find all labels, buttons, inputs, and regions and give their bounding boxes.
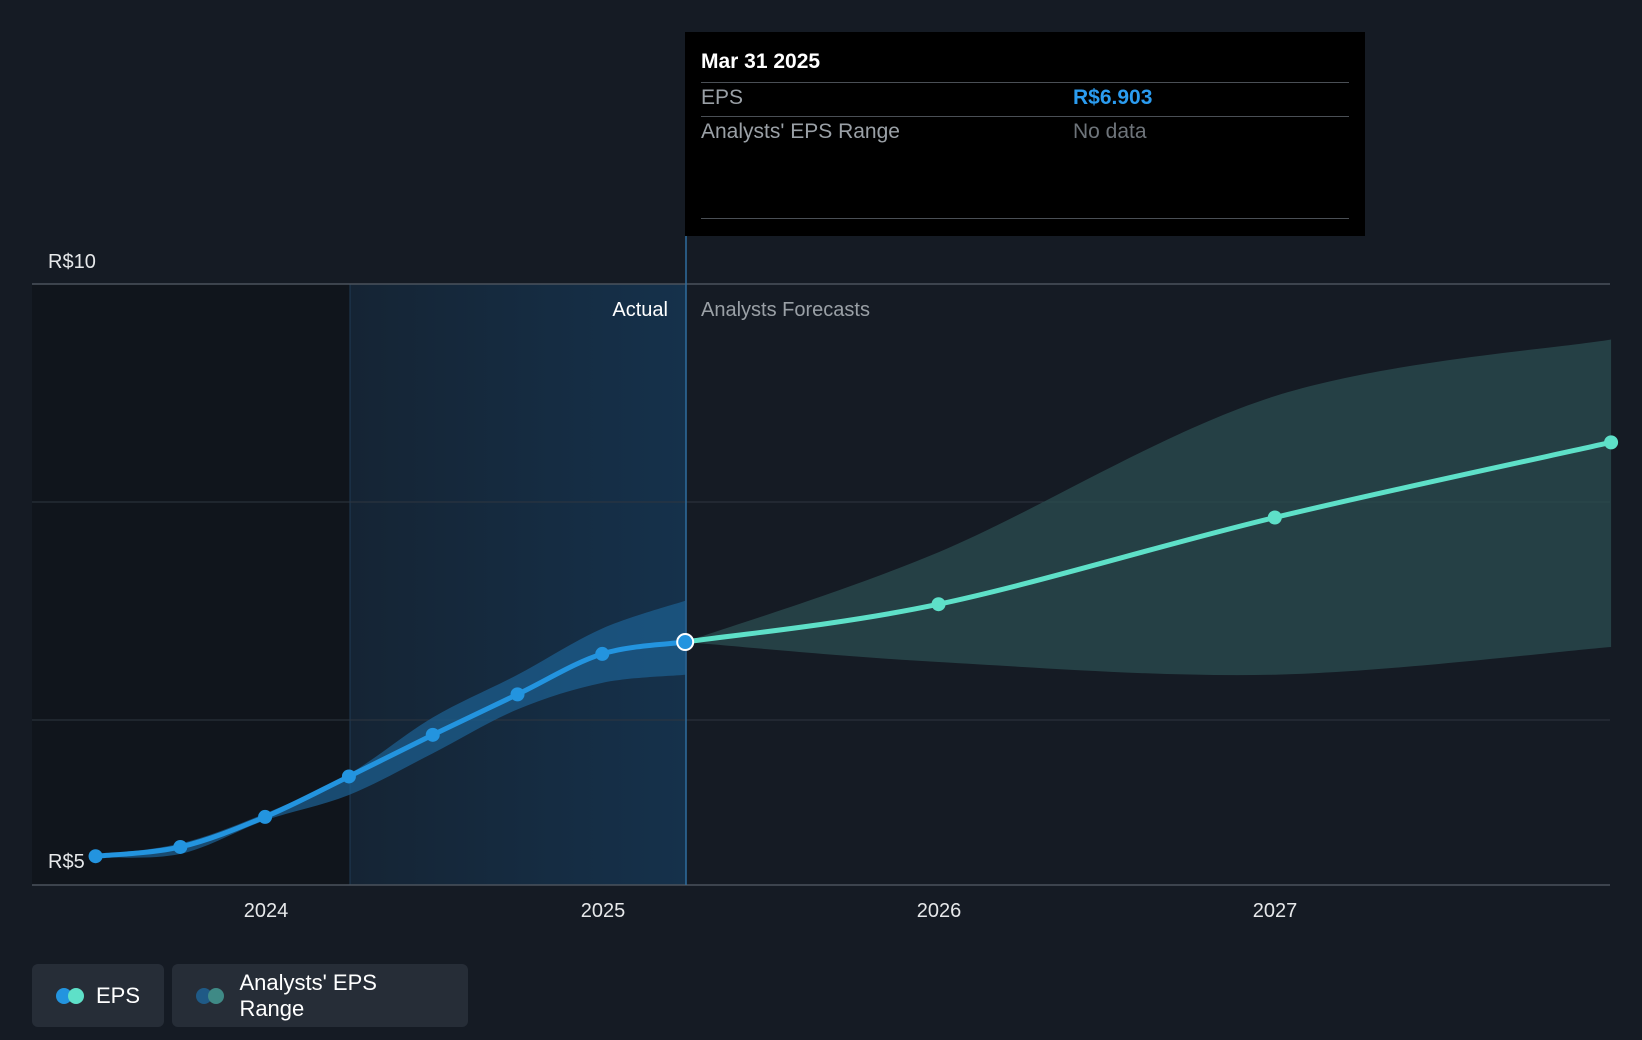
x-tick-label-2026: 2026 [917, 900, 962, 922]
eps-legend-icon [56, 987, 84, 1004]
eps-data-point[interactable] [173, 839, 188, 854]
tooltip-eps-value: R$6.903 [1073, 86, 1153, 109]
tooltip-divider [701, 218, 1349, 219]
hover-tooltip: Mar 31 2025 EPS R$6.903 Analysts' EPS Ra… [685, 32, 1365, 236]
tooltip-range-value: No data [1073, 120, 1147, 143]
forecast-region-label: Analysts Forecasts [701, 299, 870, 321]
x-tick-label-2027: 2027 [1253, 900, 1298, 922]
legend-label-eps-range: Analysts' EPS Range [239, 969, 377, 1021]
eps-dot-forecast [68, 987, 84, 1004]
eps-point-selected[interactable] [676, 633, 695, 652]
eps-data-point[interactable] [1267, 510, 1282, 525]
eps-range-legend-icon [196, 987, 225, 1004]
eps-data-point[interactable] [510, 687, 525, 702]
tooltip-eps-label: EPS [701, 86, 744, 109]
y-tick-label-top: R$10 [48, 251, 96, 273]
eps-line-actual [93, 639, 688, 859]
actual-region-highlight [350, 284, 686, 885]
legend-item-eps[interactable]: EPS [32, 964, 164, 1027]
eps-range-band-actual [95, 600, 686, 858]
eps-line-forecast [682, 439, 1614, 645]
eps-data-point[interactable] [88, 849, 103, 864]
tooltip-divider [701, 116, 1349, 117]
y-tick-label-bottom: R$5 [48, 851, 85, 873]
history-region [32, 284, 350, 885]
eps-data-point[interactable] [258, 809, 273, 824]
actual-region-label: Actual [612, 299, 668, 321]
tooltip-date: Mar 31 2025 [701, 50, 821, 73]
tooltip-divider [701, 82, 1349, 83]
x-tick-label-2024: 2024 [244, 900, 289, 922]
range-dot-forecast [208, 987, 224, 1004]
eps-range-band-forecast [685, 339, 1612, 676]
eps-data-point[interactable] [931, 597, 946, 612]
x-tick-label-2025: 2025 [581, 900, 626, 922]
eps-data-point[interactable] [595, 646, 610, 661]
legend-item-eps-range[interactable]: Analysts' EPS Range [172, 964, 468, 1027]
eps-data-point[interactable] [425, 727, 440, 742]
eps-data-point[interactable] [341, 769, 356, 784]
eps-data-point[interactable] [1604, 435, 1619, 450]
legend-label-eps: EPS [95, 982, 140, 1008]
tooltip-range-label: Analysts' EPS Range [701, 120, 900, 143]
